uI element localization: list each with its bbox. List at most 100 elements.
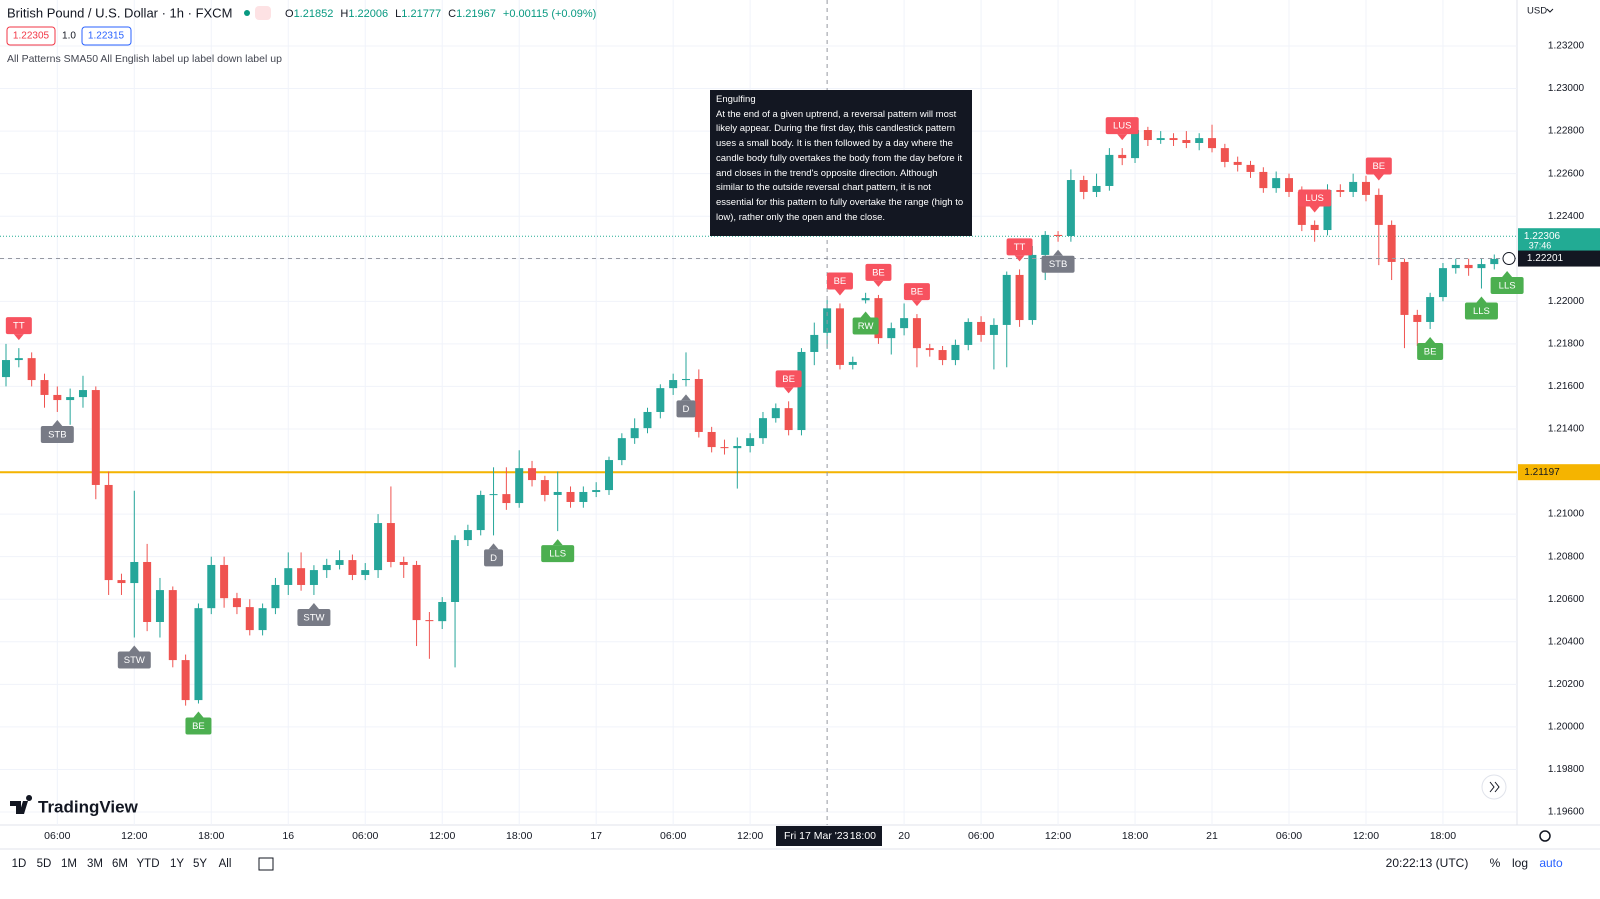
x-tick-label: 18:00 [1430,830,1456,842]
candle-body [797,351,806,431]
candle-body [297,568,306,585]
candle-body [746,438,755,447]
ohlc: O1.21852 H1.22006 L1.21777 C1.21967 +0.0… [285,8,596,20]
y-tick-label: 1.23000 [1548,83,1585,94]
bid[interactable]: 1.22305 [13,31,50,42]
candle-body [1413,314,1422,322]
ohlc-label: H [340,8,348,20]
pattern-label: BE [903,283,930,307]
clock[interactable]: 20:22:13 (UTC) [1386,856,1469,870]
candle-body [617,438,626,461]
candle-body [1041,234,1050,255]
pattern-label: D [484,543,504,567]
crosshair-price: 1.22201 [1527,253,1564,264]
candle-body [656,388,665,412]
settings-icon[interactable] [1539,830,1551,842]
range-button[interactable]: 5D [37,858,52,870]
x-tick-label: 17 [590,830,602,842]
pattern-label: TT [5,317,32,341]
pattern-box [1490,277,1524,295]
candle-body [848,361,857,365]
candle-body [220,564,229,599]
candle-body [515,468,524,504]
candle-body [1438,268,1447,298]
pattern-label: BE [865,263,892,287]
pattern-text: TT [13,321,25,332]
ask[interactable]: 1.22315 [88,31,125,42]
pattern-text: LLS [549,549,566,560]
y-tick-label: 1.21400 [1548,424,1585,435]
candle-body [438,601,447,622]
candle-body [258,608,267,631]
x-tick-label: 18:00 [1122,830,1148,842]
range-button[interactable]: 5Y [193,858,207,870]
pattern-box [852,317,879,335]
ask-box[interactable] [81,26,132,46]
ohlc-value: 1.21852 [294,8,334,20]
candle-body [643,411,652,429]
candle-body [1310,224,1319,231]
y-tick-label: 1.19600 [1548,807,1585,818]
y-tick-label: 1.21800 [1548,339,1585,350]
pattern-box [1298,189,1332,207]
logo[interactable]: TradingView [38,797,139,816]
percent-toggle[interactable]: % [1490,856,1501,870]
date-range-icon[interactable] [258,857,274,871]
price-line-label: 1.21197 [1524,467,1560,478]
pattern-box [1041,255,1075,273]
candle-body [1028,254,1037,321]
pattern-pointer [911,300,922,307]
range-button[interactable]: 3M [87,858,103,870]
pattern-pointer [52,419,63,426]
pattern-box [903,283,930,301]
candle-body [348,560,357,575]
pattern-pointer [873,280,884,287]
pattern-box [1105,117,1139,135]
pattern-text: STW [303,612,324,623]
pattern-box [1464,302,1498,320]
candle-body [1143,130,1152,141]
pattern-pointer [1373,174,1384,181]
pattern-text: D [490,553,497,564]
range-button[interactable]: 1Y [170,858,184,870]
pattern-text: LLS [1499,281,1516,292]
pattern-box [676,400,696,418]
logo-mark [10,795,33,814]
candle-body [887,328,896,339]
candle-body [707,431,716,448]
add-alert-button[interactable] [1502,252,1516,266]
candle-body [1079,180,1088,192]
pattern-label: BE [826,272,853,296]
candle-body [553,491,562,495]
candle-body [91,390,100,485]
log-toggle[interactable]: log [1512,856,1528,870]
pattern-pointer [129,645,140,652]
pattern-pointer [1476,296,1487,303]
pattern-text: STW [124,655,145,666]
spread: 1.0 [62,31,76,42]
candle-body [502,494,511,504]
range-button[interactable]: YTD [137,858,160,870]
pattern-pointer [488,543,499,550]
candle-body [78,390,87,398]
bid-box[interactable] [6,26,56,46]
range-button[interactable]: 1D [12,858,27,870]
candle-body [181,660,190,701]
candle-body [168,590,177,661]
candle-body [1259,171,1268,189]
x-tick-label: 21 [1206,830,1218,842]
range-button[interactable]: All [219,858,232,870]
indicators[interactable]: All Patterns SMA50 All English label up … [7,53,282,65]
pattern-text: BE [192,721,205,732]
candle-body [1464,264,1473,269]
symbol[interactable]: British Pound / U.S. Dollar · 1h · FXCM [7,5,232,20]
candle-body [1131,130,1140,159]
auto-toggle[interactable]: auto [1539,856,1563,870]
candle-body [1105,154,1114,186]
range-button[interactable]: 6M [112,858,128,870]
candle-body [207,564,216,609]
currency[interactable]: USD [1527,6,1547,17]
range-button[interactable]: 1M [61,858,77,870]
pattern-box [1365,157,1392,175]
y-tick-label: 1.22800 [1548,126,1585,137]
